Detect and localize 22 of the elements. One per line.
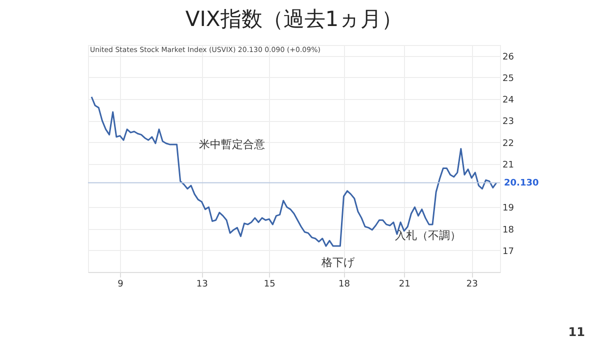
y-tick-label: 18 <box>502 225 514 236</box>
y-tick-label: 19 <box>502 204 514 214</box>
y-tick-label: 21 <box>502 160 514 170</box>
line-series <box>90 96 498 247</box>
x-tick-label: 21 <box>398 280 410 290</box>
y-tick-label: 23 <box>502 117 514 128</box>
annotation: 米中暫定合意 <box>199 138 265 151</box>
y-tick-label: 22 <box>502 138 514 149</box>
x-tick-label: 15 <box>264 280 276 290</box>
ref-line-label: 20.130 <box>504 178 539 189</box>
annotation: 入札（不調） <box>395 229 461 242</box>
x-tick-label: 9 <box>118 280 124 290</box>
y-tick-label: 24 <box>502 96 514 106</box>
x-tick-label: 23 <box>466 280 478 290</box>
x-tick-label: 18 <box>338 280 350 290</box>
x-tick-label: 13 <box>196 280 208 290</box>
y-tick-label: 17 <box>502 246 514 257</box>
y-tick-label: 25 <box>502 74 514 84</box>
text: 11 <box>568 325 585 337</box>
y-tick-label: 26 <box>502 52 514 62</box>
annotation: 格下げ <box>320 256 356 269</box>
chart-title: VIX指数（過去1ヵ月） <box>185 7 403 31</box>
